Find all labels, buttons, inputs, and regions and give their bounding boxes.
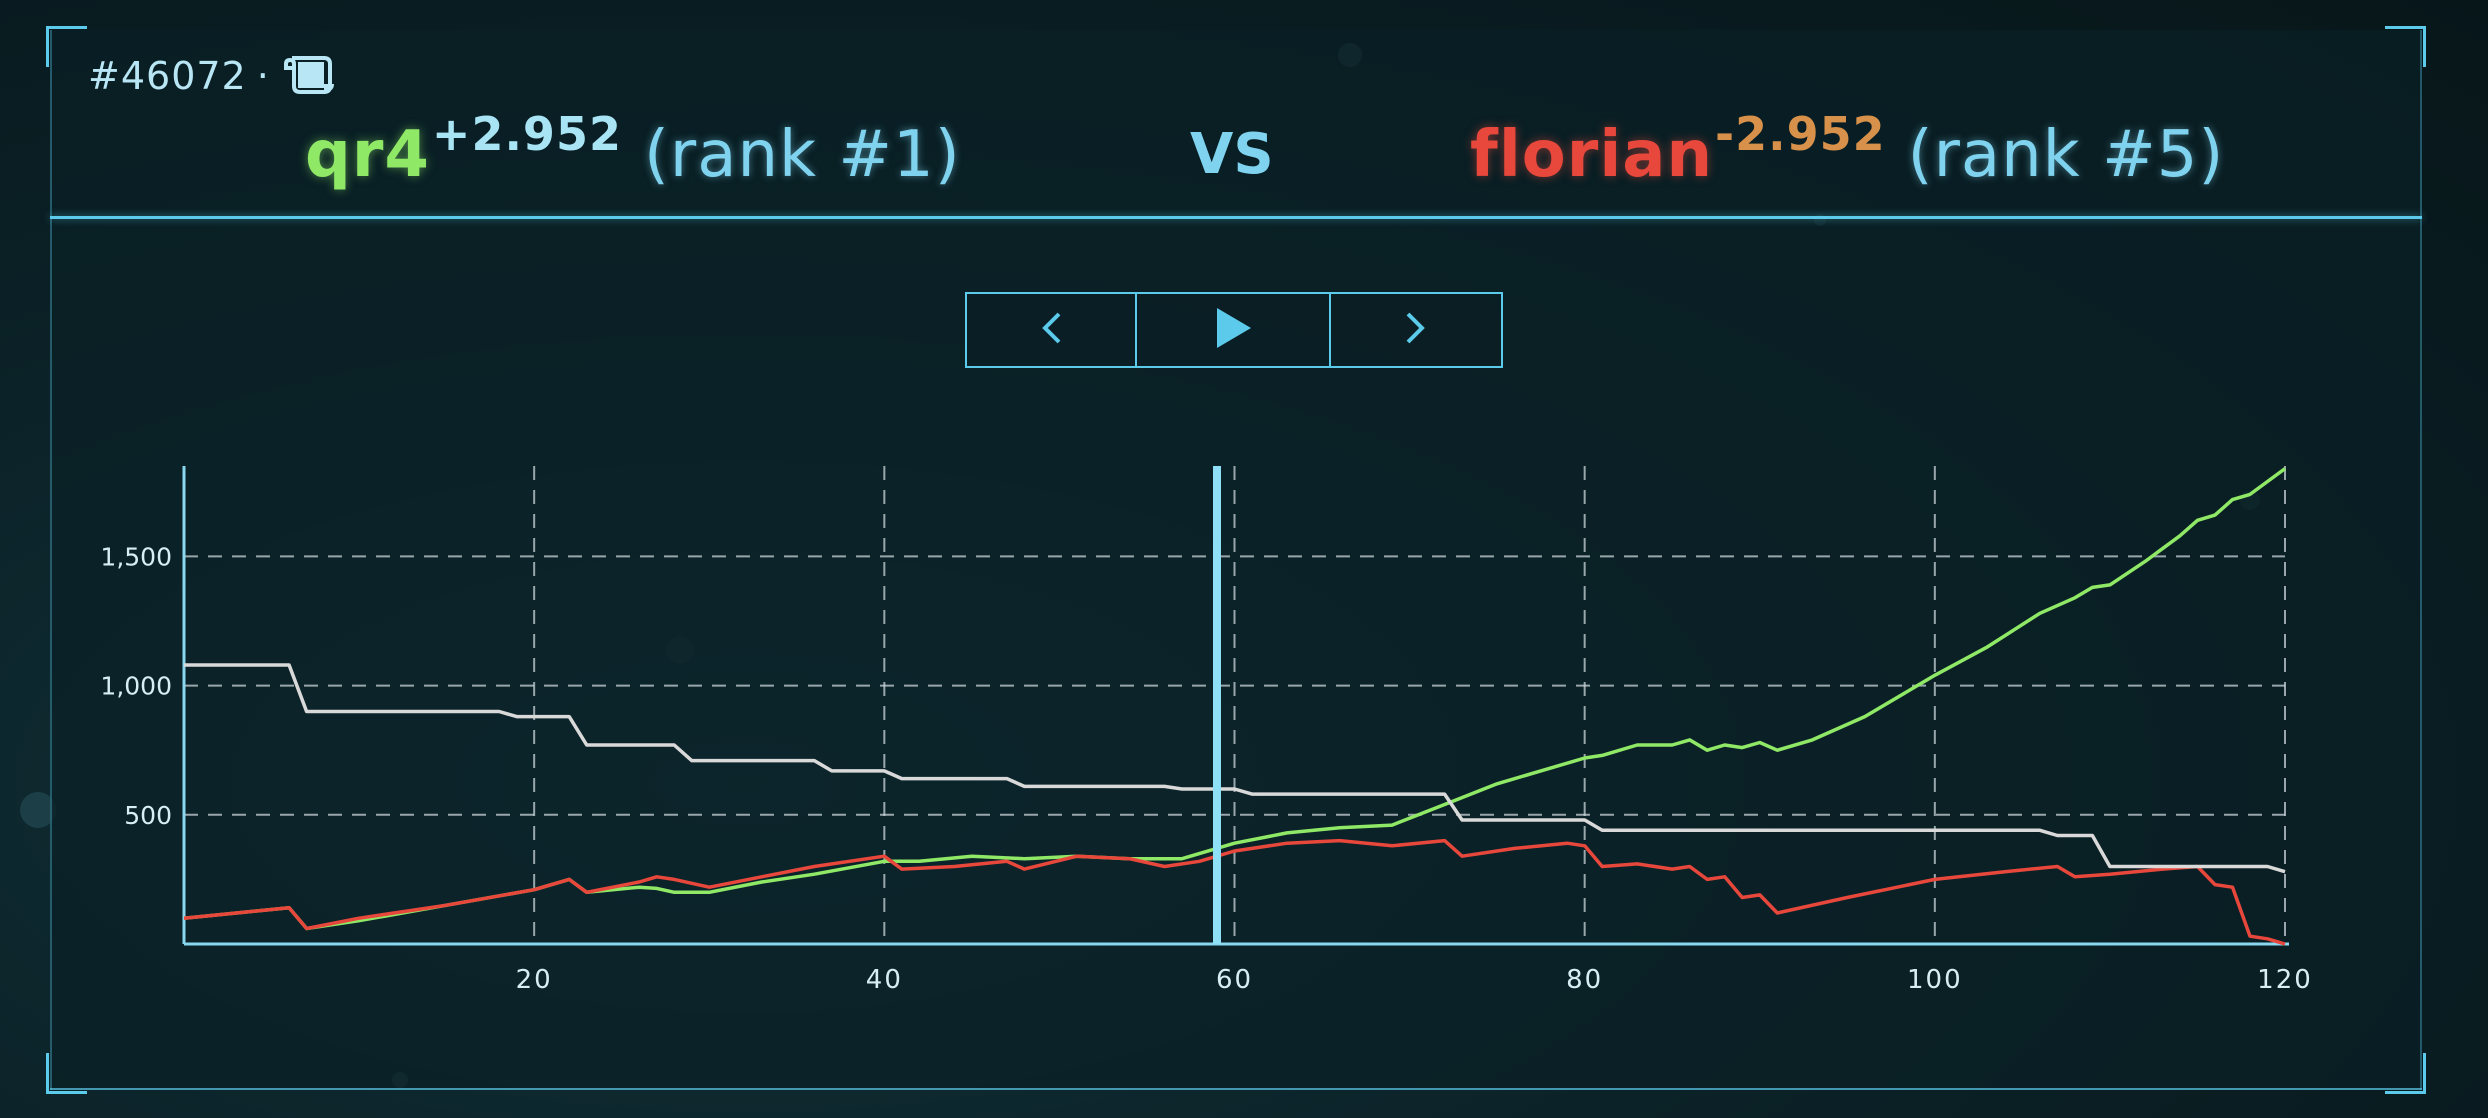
scroll-icon[interactable]: [283, 54, 336, 103]
play-icon: [1213, 306, 1253, 354]
player-two-name[interactable]: florian: [1470, 118, 1713, 192]
x-tick-label: 120: [2257, 965, 2313, 995]
match-panel: [50, 30, 2422, 1090]
player-two-rank: (rank #5): [1907, 118, 2225, 192]
frame-corner: [2385, 1053, 2426, 1094]
footer-divider: [50, 1088, 2422, 1090]
game-id[interactable]: #46072: [88, 54, 247, 98]
player-two-delta: -2.952: [1715, 107, 1886, 161]
y-tick-label: 500: [124, 801, 172, 830]
chevron-right-icon: [1402, 310, 1430, 350]
y-tick-label: 1,000: [100, 672, 172, 701]
player-one-name[interactable]: qr4: [305, 118, 430, 192]
series-line-0: [183, 467, 2287, 931]
x-tick-label: 20: [516, 965, 553, 995]
player-one-delta: +2.952: [431, 107, 622, 161]
player-one-rank: (rank #1): [643, 118, 961, 192]
play-button[interactable]: [1137, 292, 1331, 368]
frame-corner: [2385, 26, 2426, 67]
playback-cursor: [1212, 466, 1221, 944]
game-id-row: #46072 ·: [88, 54, 336, 103]
x-tick-label: 100: [1907, 965, 1963, 995]
series-line-2: [184, 663, 2286, 874]
versus-label: VS: [1190, 122, 1274, 187]
frame-corner: [46, 1053, 87, 1094]
frame-corner: [46, 26, 87, 67]
player-two: florian-2.952 (rank #5): [1470, 107, 2225, 192]
previous-button[interactable]: [965, 292, 1137, 368]
x-tick-label: 80: [1566, 965, 1603, 995]
series-line-1: [183, 838, 2286, 946]
playback-controls: [965, 292, 1503, 372]
header-divider: [50, 216, 2422, 219]
x-tick-label: 60: [1216, 965, 1253, 995]
separator: ·: [256, 54, 270, 98]
next-button[interactable]: [1331, 292, 1503, 368]
x-tick-label: 40: [866, 965, 903, 995]
player-one: qr4+2.952 (rank #1): [305, 107, 961, 192]
y-tick-label: 1,500: [100, 542, 172, 571]
chevron-left-icon: [1037, 310, 1065, 350]
